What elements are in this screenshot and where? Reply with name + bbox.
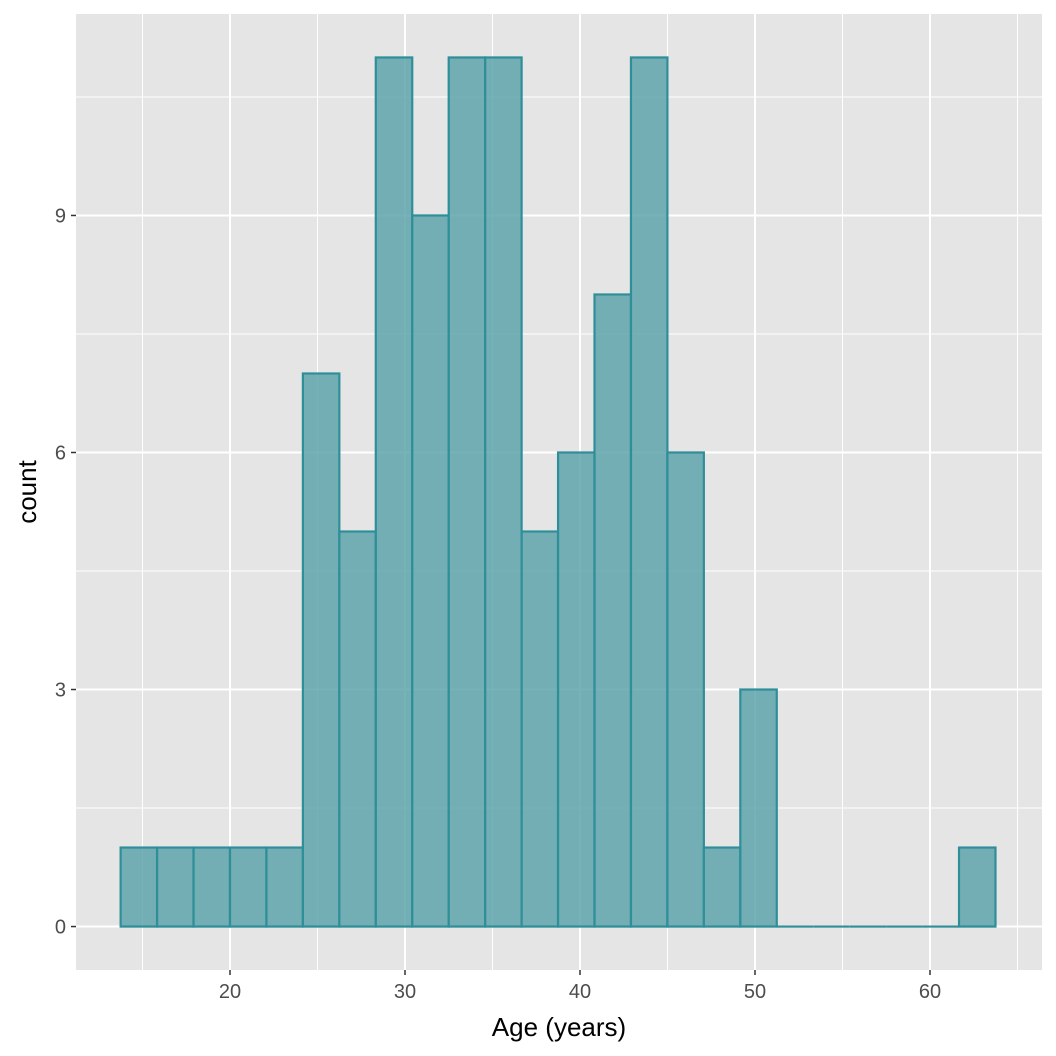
histogram-bar bbox=[666, 451, 705, 928]
histogram-bar bbox=[447, 56, 487, 928]
histogram-bar bbox=[155, 846, 195, 928]
histogram-bar bbox=[119, 846, 159, 928]
histogram-bar bbox=[228, 846, 268, 928]
histogram-bar bbox=[739, 688, 778, 928]
y-axis-title: count bbox=[12, 459, 42, 523]
histogram-bar bbox=[593, 293, 633, 928]
histogram-bar bbox=[411, 214, 450, 928]
histogram-bar bbox=[338, 530, 377, 928]
histogram-bars bbox=[119, 56, 997, 928]
y-axis-ticks: 0 3 6 9 bbox=[55, 205, 76, 939]
x-axis-ticks: 20 30 40 50 60 bbox=[219, 970, 941, 1003]
y-tick-label: 3 bbox=[55, 680, 66, 702]
histogram-bar bbox=[957, 846, 997, 928]
histogram-bar bbox=[484, 56, 523, 928]
y-tick-label: 9 bbox=[55, 205, 66, 227]
x-tick-label: 60 bbox=[919, 981, 941, 1003]
y-tick-label: 0 bbox=[55, 917, 66, 939]
x-tick-label: 20 bbox=[219, 981, 241, 1003]
histogram-bar bbox=[520, 530, 560, 928]
x-tick-label: 40 bbox=[569, 981, 591, 1003]
histogram-bar bbox=[556, 451, 596, 928]
histogram-bar bbox=[629, 56, 669, 928]
histogram-bar bbox=[192, 846, 232, 928]
x-tick-label: 30 bbox=[394, 981, 416, 1003]
x-axis-title: Age (years) bbox=[492, 1012, 626, 1042]
x-tick-label: 50 bbox=[744, 981, 766, 1003]
y-tick-label: 6 bbox=[55, 442, 66, 464]
histogram-bar bbox=[702, 846, 742, 928]
histogram-bar bbox=[265, 846, 304, 928]
histogram-bar bbox=[374, 56, 414, 928]
histogram-bar bbox=[301, 372, 341, 928]
